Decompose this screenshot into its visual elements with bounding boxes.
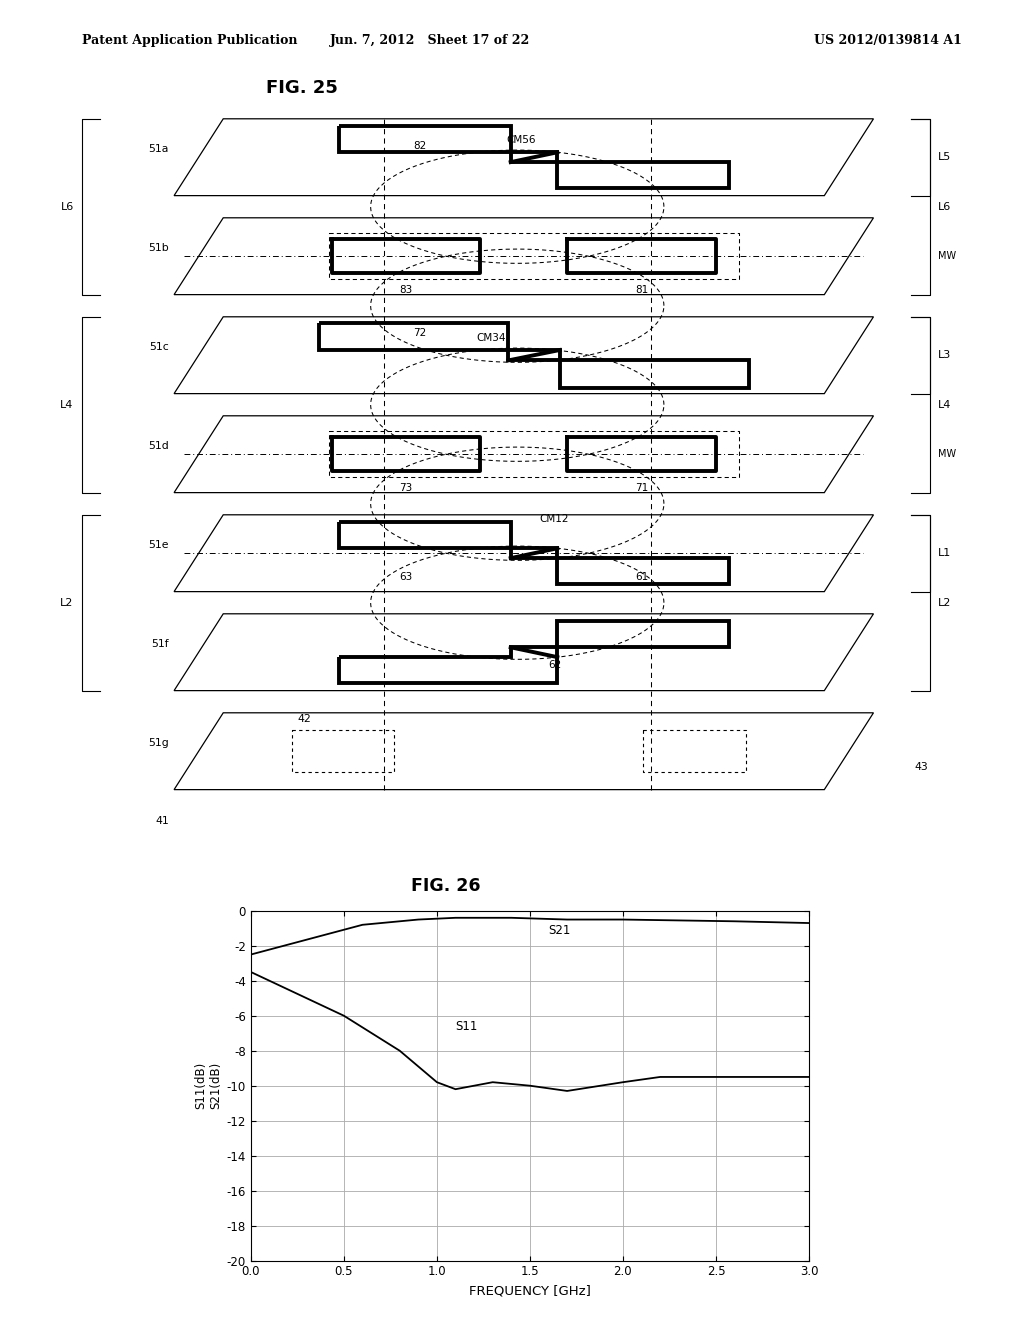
- Text: 51e: 51e: [148, 540, 169, 550]
- Text: L2: L2: [938, 598, 951, 607]
- Text: L4: L4: [938, 400, 951, 409]
- Text: L2: L2: [60, 598, 74, 607]
- Text: 63: 63: [399, 573, 413, 582]
- Polygon shape: [174, 713, 873, 789]
- Text: 71: 71: [635, 483, 648, 494]
- Text: L1: L1: [938, 548, 951, 558]
- Text: L6: L6: [60, 202, 74, 211]
- Text: L4: L4: [60, 400, 74, 409]
- Polygon shape: [174, 218, 873, 294]
- Text: 81: 81: [635, 285, 648, 296]
- Text: 51d: 51d: [148, 441, 169, 451]
- Polygon shape: [174, 614, 873, 690]
- Text: Jun. 7, 2012   Sheet 17 of 22: Jun. 7, 2012 Sheet 17 of 22: [330, 34, 530, 48]
- Text: 51f: 51f: [152, 639, 169, 649]
- Text: 61: 61: [635, 573, 648, 582]
- Text: 83: 83: [399, 285, 413, 296]
- Text: 42: 42: [297, 714, 311, 725]
- Text: MW: MW: [938, 251, 956, 261]
- Text: 72: 72: [414, 329, 426, 338]
- Text: 43: 43: [914, 762, 928, 772]
- Polygon shape: [174, 416, 873, 492]
- Text: US 2012/0139814 A1: US 2012/0139814 A1: [814, 34, 962, 48]
- Text: 62: 62: [548, 660, 561, 669]
- Text: 51b: 51b: [148, 243, 169, 253]
- Polygon shape: [174, 515, 873, 591]
- X-axis label: FREQUENCY [GHz]: FREQUENCY [GHz]: [469, 1284, 591, 1298]
- Text: FIG. 25: FIG. 25: [266, 79, 338, 98]
- Text: L6: L6: [938, 202, 951, 211]
- Text: L3: L3: [938, 350, 951, 360]
- Text: Patent Application Publication: Patent Application Publication: [82, 34, 297, 48]
- Text: CM34: CM34: [476, 334, 506, 343]
- Text: 51c: 51c: [150, 342, 169, 352]
- Y-axis label: S11(dB)
S21(dB): S11(dB) S21(dB): [195, 1063, 222, 1109]
- Text: S11: S11: [456, 1020, 478, 1032]
- Text: 82: 82: [414, 141, 426, 150]
- Text: CM12: CM12: [540, 513, 569, 524]
- Text: 73: 73: [399, 483, 413, 494]
- Text: 51g: 51g: [148, 738, 169, 748]
- Text: MW: MW: [938, 449, 956, 459]
- Polygon shape: [174, 317, 873, 393]
- Text: S21: S21: [549, 924, 571, 936]
- Text: CM56: CM56: [507, 136, 537, 145]
- Polygon shape: [174, 119, 873, 195]
- Text: FIG. 26: FIG. 26: [411, 876, 480, 895]
- Text: 41: 41: [156, 816, 169, 826]
- Text: 51a: 51a: [148, 144, 169, 154]
- Text: L5: L5: [938, 152, 951, 162]
